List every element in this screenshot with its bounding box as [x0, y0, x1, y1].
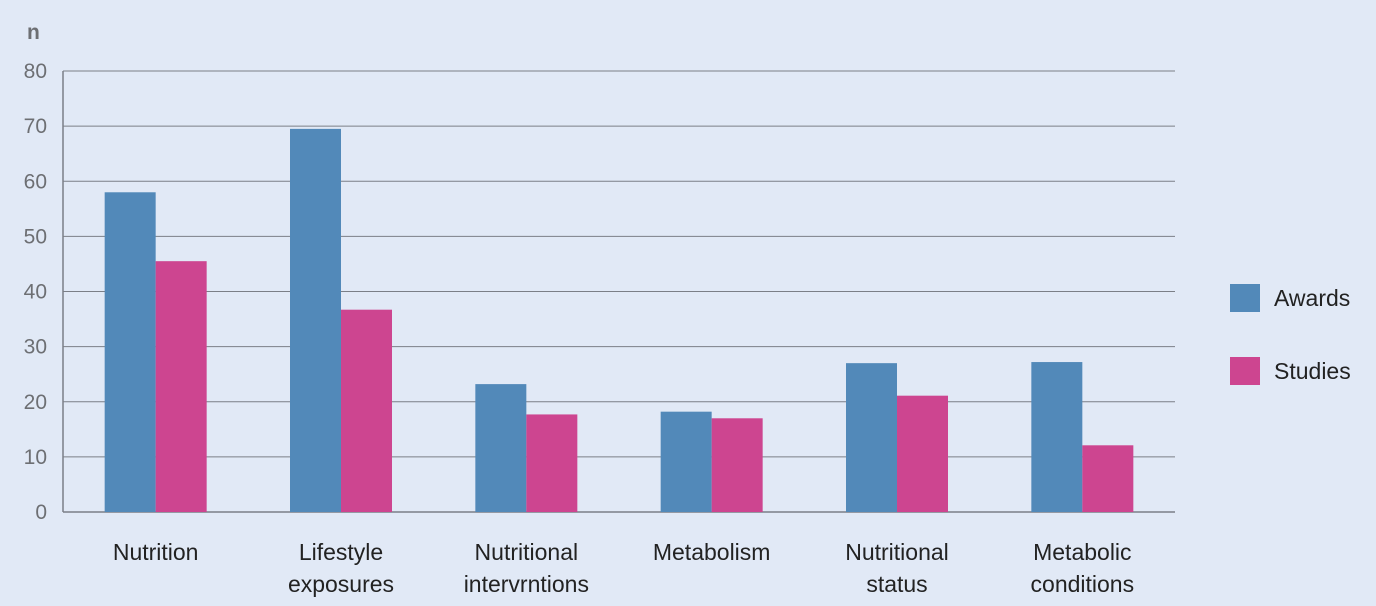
- x-axis-categories: Nutrition Lifestyle exposures Nutritional in…: [113, 539, 1134, 597]
- x-category-label: Nutritional intervrntions: [464, 539, 589, 597]
- bar-awards-5: [1031, 362, 1083, 512]
- bar-studies-1: [341, 309, 392, 512]
- bars: [104, 128, 1134, 512]
- x-category-label-line: Nutritional: [475, 539, 579, 565]
- x-category-label: Lifestyle exposures: [288, 539, 394, 597]
- bar-studies-5: [1082, 445, 1134, 512]
- bar-studies-4: [897, 395, 948, 512]
- x-category-label-line: exposures: [288, 571, 394, 597]
- y-tick-label-20: 20: [24, 391, 47, 414]
- legend-swatch-studies: [1230, 357, 1260, 385]
- bar-awards-1: [290, 128, 341, 512]
- bar-studies-0: [155, 261, 207, 512]
- y-tick-label-10: 10: [24, 446, 47, 469]
- bar-awards-2: [475, 384, 527, 512]
- y-tick-label-80: 80: [24, 60, 47, 83]
- bar-awards-0: [104, 192, 156, 512]
- gridlines: [62, 70, 1175, 513]
- y-tick-label-30: 30: [24, 336, 47, 359]
- bar-awards-4: [846, 363, 897, 512]
- y-tick-label-0: 0: [35, 501, 47, 524]
- y-tick-label-60: 60: [24, 170, 47, 193]
- y-axis-ticks: 0 10 20 30 40 50 60 70 80: [24, 60, 47, 524]
- x-category-label-line: conditions: [1031, 571, 1135, 597]
- y-tick-label-50: 50: [24, 225, 47, 248]
- x-category-label-line: Nutrition: [113, 539, 199, 565]
- bar-awards-3: [660, 411, 712, 512]
- x-category-label: Metabolic conditions: [1031, 539, 1135, 597]
- legend-label-awards: Awards: [1274, 285, 1350, 311]
- legend-label-studies: Studies: [1274, 358, 1351, 384]
- bar-studies-2: [526, 414, 578, 512]
- x-category-label: Nutrition: [113, 539, 199, 565]
- x-category-label-line: intervrntions: [464, 571, 589, 597]
- x-category-label-line: Metabolic: [1033, 539, 1131, 565]
- legend: Awards Studies: [1230, 284, 1351, 385]
- x-category-label: Metabolism: [653, 539, 771, 565]
- x-category-label-line: status: [866, 571, 927, 597]
- legend-swatch-awards: [1230, 284, 1260, 312]
- x-category-label-line: Nutritional: [845, 539, 949, 565]
- bar-studies-3: [711, 418, 763, 512]
- x-category-label: Nutritional status: [845, 539, 949, 597]
- y-tick-label-40: 40: [24, 281, 47, 304]
- y-axis-label: n: [27, 21, 40, 44]
- x-category-label-line: Lifestyle: [299, 539, 383, 565]
- x-category-label-line: Metabolism: [653, 539, 771, 565]
- y-tick-label-70: 70: [24, 115, 47, 138]
